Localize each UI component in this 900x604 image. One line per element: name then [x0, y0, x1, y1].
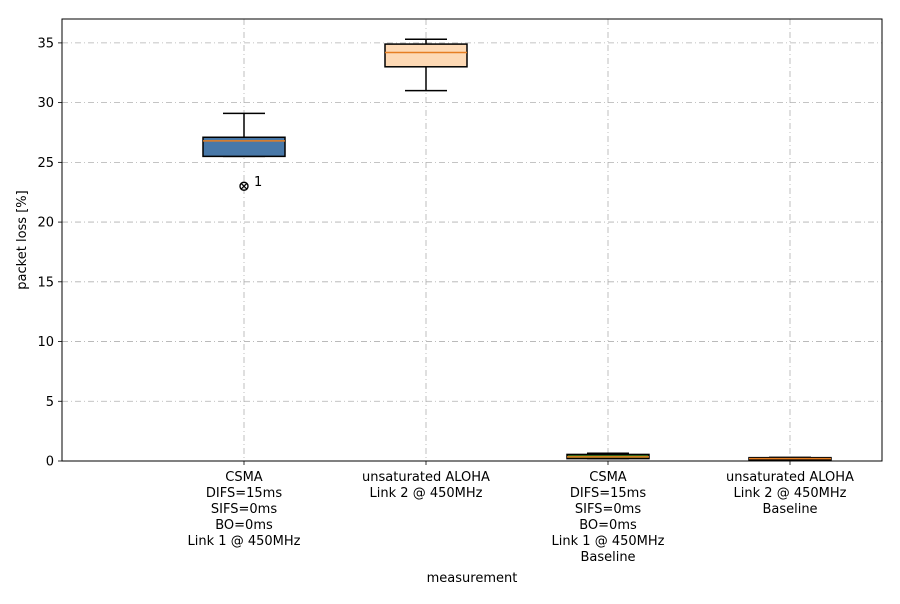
x-tick-label: BO=0ms: [579, 518, 637, 533]
y-tick-label: 15: [37, 275, 54, 290]
y-tick-label: 10: [37, 335, 54, 350]
grid: [62, 19, 882, 462]
x-tick-label: Link 2 @ 450MHz: [734, 486, 847, 501]
y-tick-label: 35: [37, 36, 54, 51]
axes: 05101520253035CSMADIFS=15msSIFS=0msBO=0m…: [37, 18, 883, 565]
x-tick-label: DIFS=15ms: [206, 486, 282, 501]
x-tick-label: Link 1 @ 450MHz: [552, 534, 665, 549]
box-group: [384, 38, 468, 92]
x-tick-label: SIFS=0ms: [211, 502, 277, 517]
y-tick-label: 0: [46, 455, 54, 470]
y-axis-label: packet loss [%]: [15, 190, 30, 289]
x-tick-label: unsaturated ALOHA: [362, 470, 490, 485]
x-tick-label: Link 1 @ 450MHz: [188, 534, 301, 549]
y-tick-label: 5: [46, 395, 54, 410]
box: [384, 43, 468, 68]
box-group: [566, 452, 650, 460]
y-tick-label: 25: [37, 156, 54, 171]
x-tick-label: CSMA: [225, 470, 263, 485]
y-tick-label: 30: [37, 96, 54, 111]
x-tick-label: Baseline: [762, 502, 817, 517]
outlier-mark: [240, 183, 248, 190]
y-tick-label: 20: [37, 216, 54, 231]
boxes: 1: [202, 38, 832, 461]
x-tick-label: unsaturated ALOHA: [726, 470, 854, 485]
x-axis-label: measurement: [427, 571, 518, 586]
x-tick-label: CSMA: [589, 470, 627, 485]
box-group: [748, 456, 832, 461]
outlier-label: 1: [254, 175, 262, 190]
x-tick-label: DIFS=15ms: [570, 486, 646, 501]
box-group: 1: [202, 112, 286, 191]
x-tick-label: SIFS=0ms: [575, 502, 641, 517]
box: [202, 136, 286, 158]
plot-frame: [61, 18, 883, 462]
x-tick-label: Link 2 @ 450MHz: [370, 486, 483, 501]
x-tick-label: Baseline: [580, 550, 635, 565]
outlier-point: [239, 181, 249, 191]
x-tick-label: BO=0ms: [215, 518, 273, 533]
